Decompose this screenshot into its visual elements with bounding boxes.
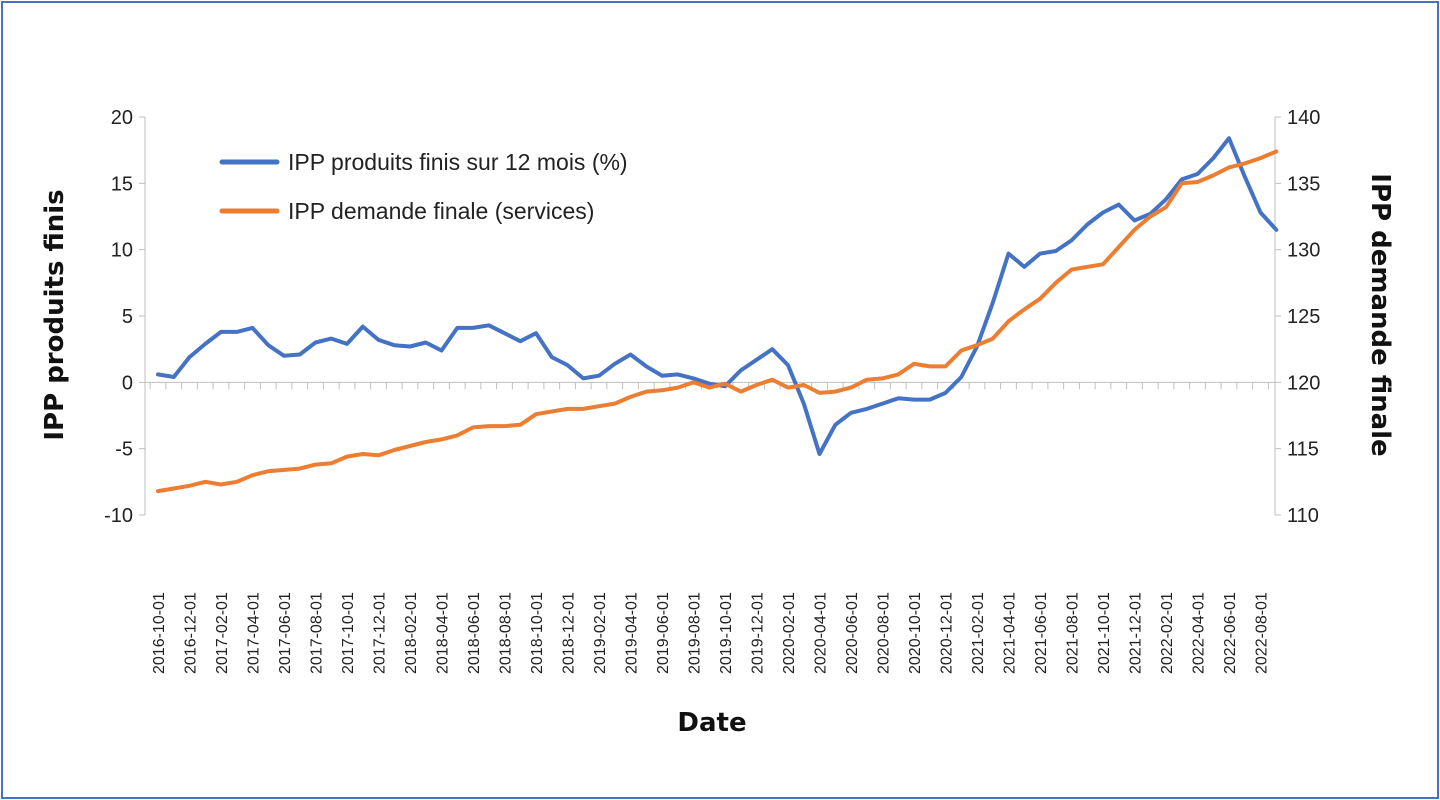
series-line-produits-finis bbox=[156, 136, 1279, 456]
legend-label-produits-finis: IPP produits finis sur 12 mois (%) bbox=[288, 149, 628, 175]
y-right-tick-label: 140 bbox=[1287, 107, 1320, 129]
x-tick-label: 2017-06-01 bbox=[277, 592, 294, 674]
x-tick-label: 2020-08-01 bbox=[876, 592, 893, 674]
x-tick-label: 2018-06-01 bbox=[466, 592, 483, 674]
x-tick-label: 2022-06-01 bbox=[1222, 592, 1239, 674]
y-right-tick-label: 120 bbox=[1287, 372, 1320, 394]
x-tick-label: 2020-10-01 bbox=[907, 592, 924, 674]
x-tick-label: 2020-02-01 bbox=[781, 592, 798, 674]
x-tick-label: 2021-06-01 bbox=[1033, 592, 1050, 674]
x-tick-label: 2016-10-01 bbox=[151, 592, 168, 674]
x-tick-label: 2018-10-01 bbox=[529, 592, 546, 674]
x-tick-label: 2021-08-01 bbox=[1065, 592, 1082, 674]
y-axis-left-title: IPP produits finis bbox=[40, 189, 70, 440]
x-tick-label: 2017-02-01 bbox=[214, 592, 231, 674]
y-right-tick-label: 115 bbox=[1287, 439, 1319, 461]
x-tick-label: 2016-12-01 bbox=[183, 592, 200, 674]
x-tick-label: 2018-04-01 bbox=[435, 592, 452, 674]
series-lines bbox=[156, 136, 1279, 494]
axes: 20 15 10 5 0 -5 -10 140 135 130 125 120 115 110 2016-1… bbox=[104, 107, 1320, 674]
x-tick-label: 2017-08-01 bbox=[309, 592, 326, 674]
x-tick-label: 2019-10-01 bbox=[718, 592, 735, 674]
y-left-tick-label: 0 bbox=[122, 372, 133, 394]
x-tick-label: 2018-12-01 bbox=[561, 592, 578, 674]
x-tick-label: 2022-02-01 bbox=[1159, 592, 1176, 674]
x-tick-label: 2022-08-01 bbox=[1254, 592, 1271, 674]
legend-label-demande-finale: IPP demande finale (services) bbox=[288, 198, 594, 224]
x-tick-label: 2019-12-01 bbox=[750, 592, 767, 674]
series-line-demande-finale bbox=[156, 149, 1279, 494]
x-tick-label: 2017-10-01 bbox=[340, 592, 357, 674]
y-right-tick-label: 130 bbox=[1287, 240, 1320, 262]
y-left-tick-label: -5 bbox=[115, 439, 133, 461]
x-tick-label: 2018-08-01 bbox=[498, 592, 515, 674]
x-tick-label: 2020-04-01 bbox=[813, 592, 830, 674]
x-tick-label: 2019-02-01 bbox=[592, 592, 609, 674]
y-axis-right-title: IPP demande finale bbox=[1365, 173, 1395, 456]
x-tick-label: 2020-06-01 bbox=[844, 592, 861, 674]
x-tick-label: 2019-04-01 bbox=[624, 592, 641, 674]
y-right-tick-label: 125 bbox=[1287, 306, 1320, 328]
x-tick-label: 2021-12-01 bbox=[1128, 592, 1145, 674]
y-left-tick-label: 15 bbox=[111, 173, 133, 195]
y-left-tick-label: 10 bbox=[111, 240, 133, 262]
x-tick-label: 2019-08-01 bbox=[687, 592, 704, 674]
x-tick-label: 2019-06-01 bbox=[655, 592, 672, 674]
x-tick-label: 2022-04-01 bbox=[1191, 592, 1208, 674]
x-tick-label: 2020-12-01 bbox=[939, 592, 956, 674]
x-tick-label: 2017-12-01 bbox=[372, 592, 389, 674]
x-axis-title: Date bbox=[677, 708, 746, 738]
x-tick-label: 2021-02-01 bbox=[970, 592, 987, 674]
legend: IPP produits finis sur 12 mois (%) IPP d… bbox=[219, 149, 628, 224]
x-tick-label: 2017-04-01 bbox=[246, 592, 263, 674]
y-left-tick-label: 5 bbox=[122, 306, 133, 328]
y-right-tick-label: 110 bbox=[1287, 505, 1319, 527]
x-tick-label: 2021-10-01 bbox=[1096, 592, 1113, 674]
y-right-tick-label: 135 bbox=[1287, 173, 1320, 195]
y-left-tick-label: -10 bbox=[104, 505, 133, 527]
x-tick-label: 2021-04-01 bbox=[1002, 592, 1019, 674]
y-left-tick-label: 20 bbox=[111, 107, 133, 129]
x-tick-label: 2018-02-01 bbox=[403, 592, 420, 674]
